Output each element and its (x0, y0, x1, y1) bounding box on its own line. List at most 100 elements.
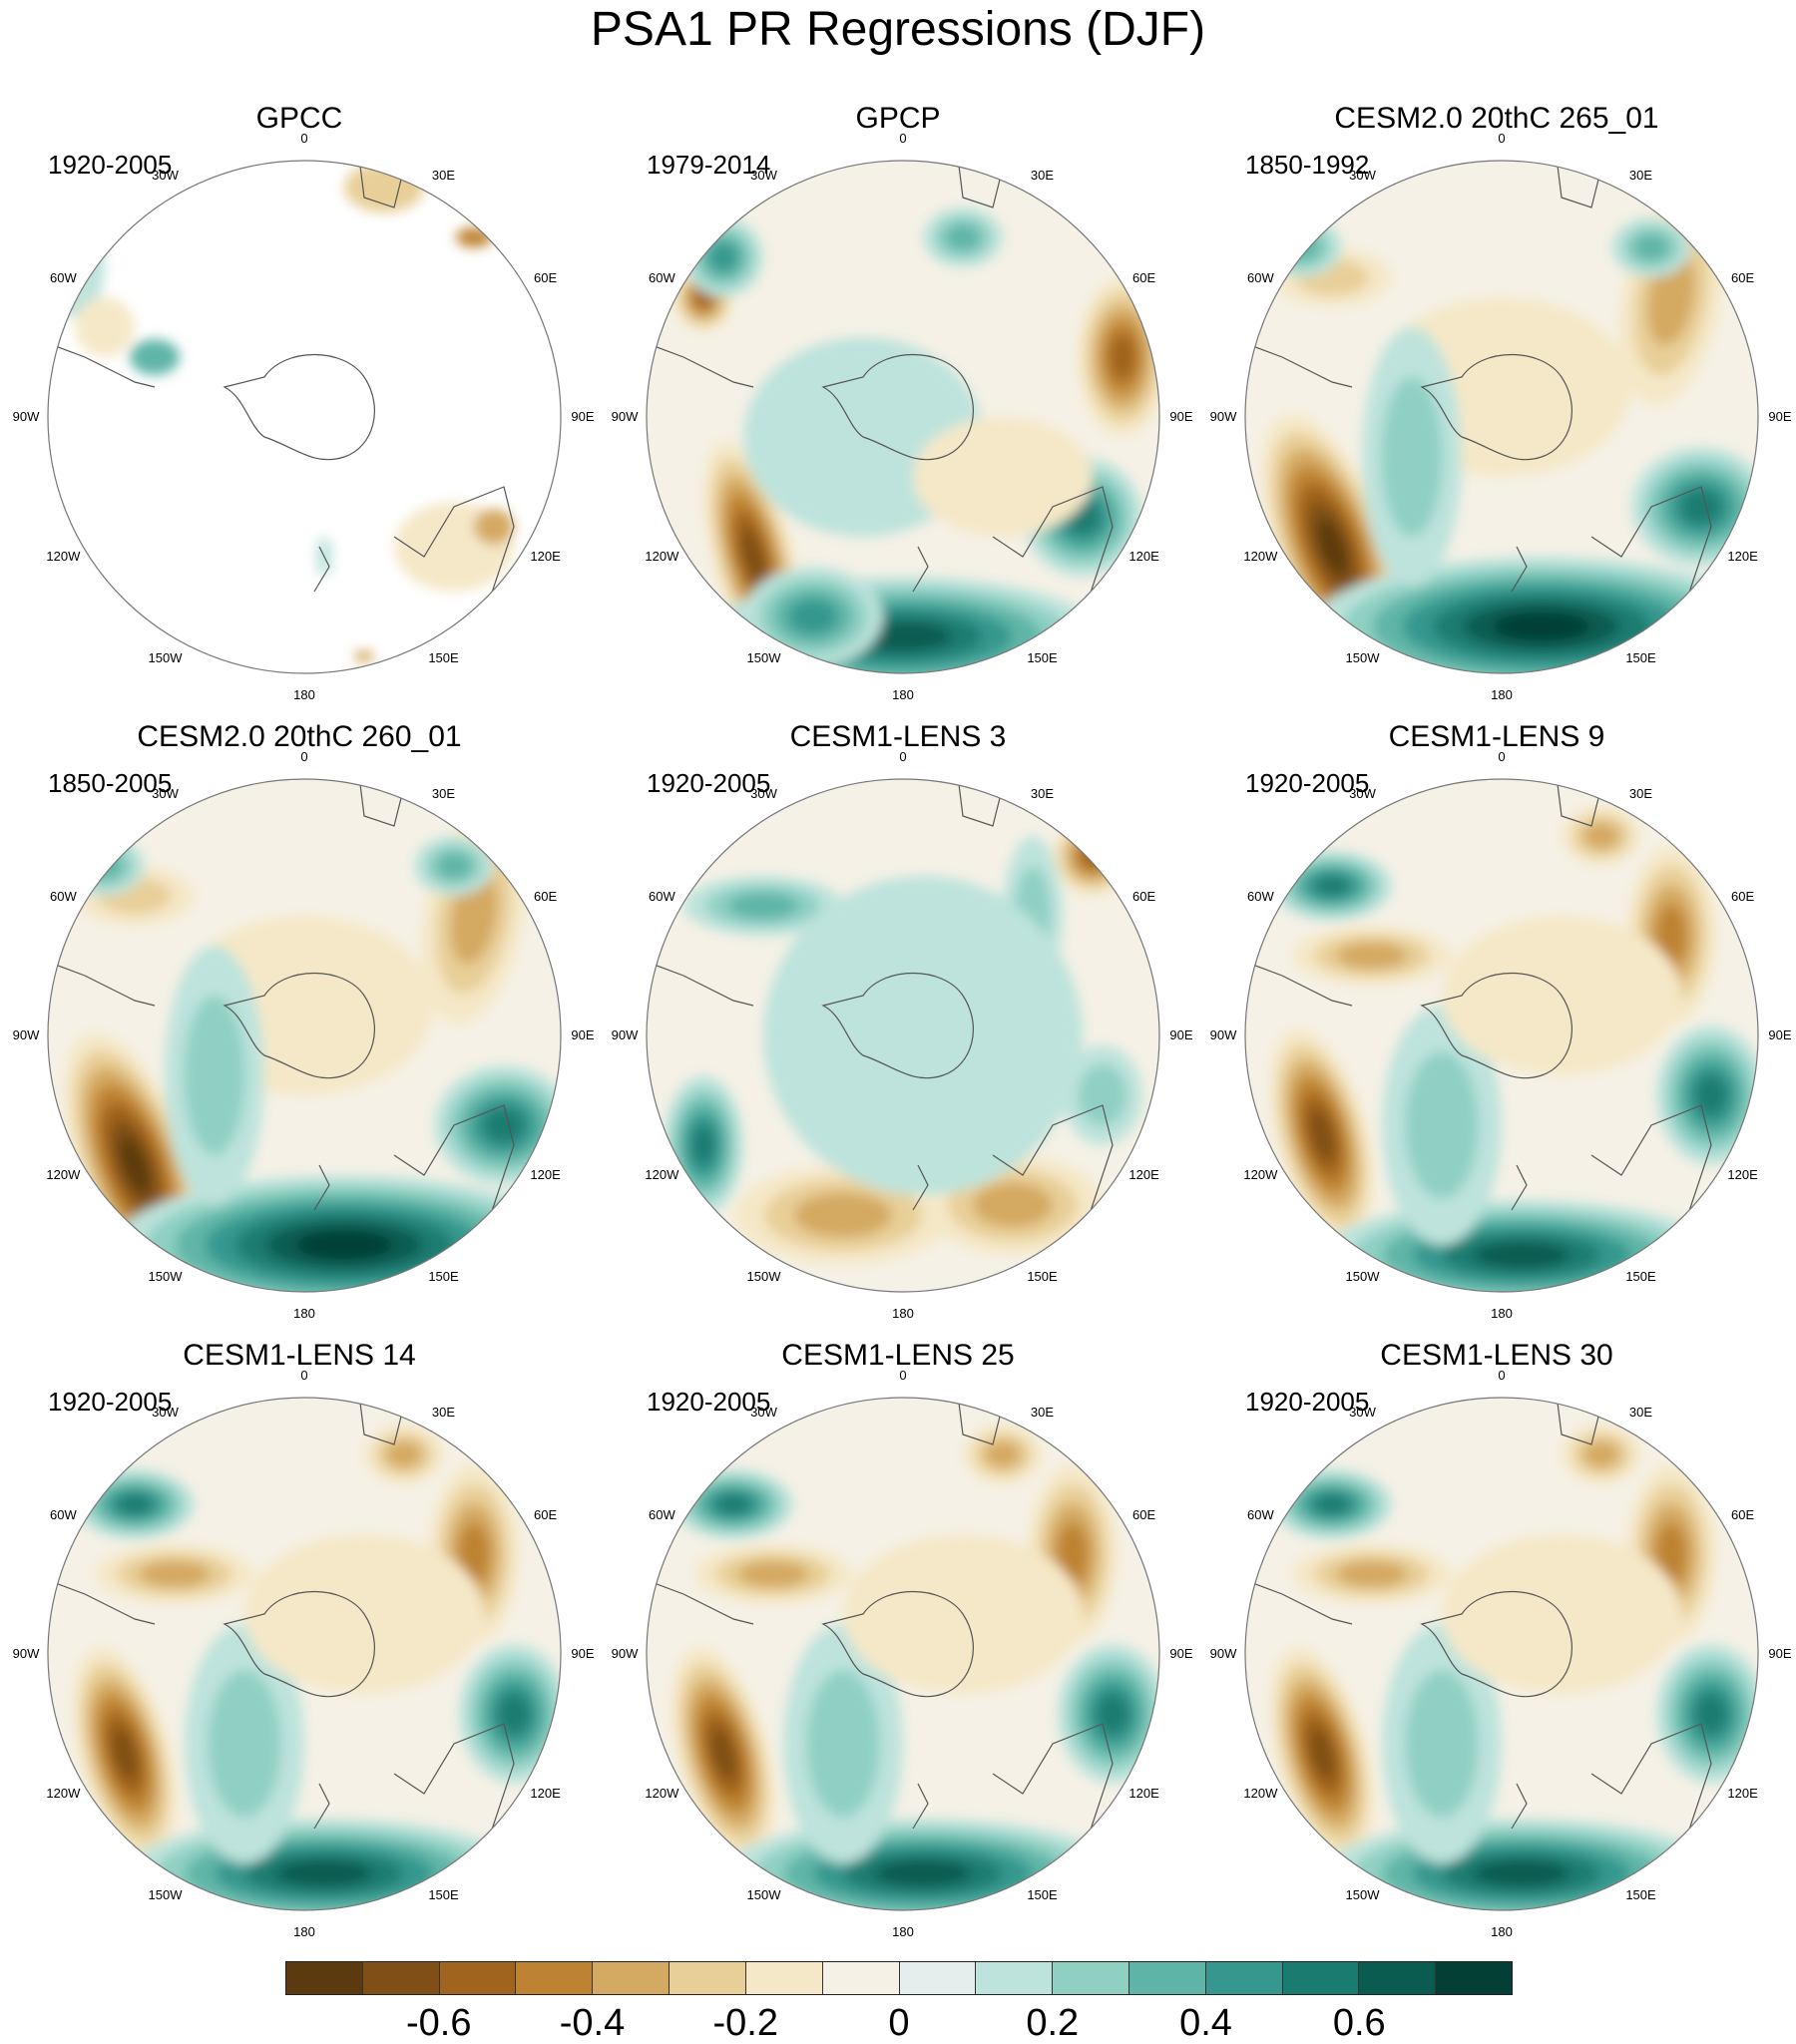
longitude-label: 60W (649, 269, 675, 285)
longitude-label: 60E (534, 888, 558, 904)
longitude-label: 150E (428, 1886, 459, 1902)
longitude-label: 150E (1027, 1268, 1058, 1284)
longitude-label: 0 (300, 749, 308, 764)
panel-period: 1920-2005 (48, 150, 173, 180)
map-panel: GPCP 1979-2014 0 30E 60E 90E 120E 150E 180 150W 12… (599, 100, 1197, 718)
polar-map (47, 160, 562, 674)
longitude-label: 150W (1345, 1886, 1380, 1902)
longitude-label: 0 (1498, 749, 1506, 764)
longitude-label: 150E (1625, 649, 1656, 665)
colorbar-segment (1282, 1962, 1360, 1994)
longitude-label: 60W (649, 888, 675, 904)
longitude-label: 60W (50, 269, 77, 285)
longitude-label: 60E (1132, 1506, 1156, 1522)
map-panel: CESM1-LENS 3 1920-2005 0 30E 60E 90E 120E 150E 1… (599, 718, 1197, 1337)
longitude-label: 150W (148, 1886, 183, 1902)
longitude-label: 150E (1027, 649, 1058, 665)
panel-period: 1979-2014 (647, 150, 771, 180)
panel-title: GPCC (255, 102, 343, 135)
colorbar-segment (976, 1962, 1054, 1994)
longitude-label: 120W (46, 1166, 81, 1182)
longitude-label: 60E (534, 269, 558, 285)
longitude-label: 120E (530, 548, 561, 564)
longitude-label: 30W (152, 168, 179, 184)
longitude-label: 120E (1128, 1785, 1159, 1801)
longitude-label: 180 (293, 1924, 315, 1939)
longitude-label: 150W (148, 1268, 183, 1284)
longitude-label: 30W (1349, 1405, 1376, 1421)
longitude-label: 60E (1731, 1506, 1755, 1522)
longitude-label: 90W (1209, 1027, 1237, 1042)
longitude-label: 150E (1625, 1886, 1656, 1902)
longitude-label: 0 (899, 749, 907, 764)
longitude-label: 150E (1027, 1886, 1058, 1902)
longitude-label: 60W (1247, 1506, 1274, 1522)
longitude-label: 0 (899, 131, 907, 146)
longitude-label: 180 (293, 687, 315, 702)
map-panel: CESM2.0 20thC 260_01 1850-2005 0 30E 60E 90E 1… (0, 718, 599, 1337)
longitude-label: 90W (611, 1027, 639, 1042)
longitude-label: 90W (12, 1027, 40, 1042)
panel-period: 1850-1992 (1245, 150, 1370, 180)
polar-map (1244, 1397, 1759, 1911)
polar-map (47, 778, 562, 1293)
colorbar-tick-label: 0.2 (1026, 2002, 1080, 2044)
longitude-label: 30E (1628, 168, 1653, 184)
longitude-label: 90E (1169, 1646, 1193, 1661)
longitude-label: 120W (645, 1166, 679, 1182)
longitude-label: 60E (1132, 888, 1156, 904)
panel-title: CESM2.0 20thC 260_01 (137, 720, 462, 753)
longitude-label: 90E (1768, 1027, 1792, 1042)
colorbar-segment (1359, 1962, 1437, 1994)
longitude-label: 120W (46, 1785, 81, 1801)
longitude-label: 0 (1498, 131, 1506, 146)
longitude-label: 0 (1498, 1368, 1506, 1383)
map-panel: CESM1-LENS 9 1920-2005 0 30E 60E 90E 120E 150E 1… (1197, 718, 1796, 1337)
longitude-label: 150W (1345, 1268, 1380, 1284)
longitude-label: 30E (1030, 168, 1055, 184)
colorbar-segment (439, 1962, 517, 1994)
longitude-label: 180 (1491, 1306, 1513, 1321)
colorbar-tick-label: -0.4 (559, 2002, 626, 2044)
longitude-label: 120E (1128, 1166, 1159, 1182)
longitude-label: 30E (431, 168, 456, 184)
longitude-label: 60E (1731, 888, 1755, 904)
polar-map (646, 1397, 1160, 1911)
colorbar-segment (1436, 1962, 1512, 1994)
colorbar (285, 1961, 1513, 1995)
longitude-label: 90E (1768, 1646, 1792, 1661)
longitude-label: 60W (1247, 269, 1274, 285)
longitude-label: 0 (300, 1368, 308, 1383)
panel-title: CESM1-LENS 25 (781, 1339, 1015, 1372)
longitude-label: 150W (148, 649, 183, 665)
longitude-label: 30W (750, 786, 777, 802)
longitude-label: 150W (746, 1886, 781, 1902)
longitude-label: 30W (152, 1405, 179, 1421)
longitude-label: 60E (1132, 269, 1156, 285)
polar-map (1244, 160, 1759, 674)
map-panel: CESM1-LENS 25 1920-2005 0 30E 60E 90E 120E 150E… (599, 1337, 1197, 1955)
longitude-label: 0 (899, 1368, 907, 1383)
longitude-label: 180 (1491, 687, 1513, 702)
panel-period: 1920-2005 (1245, 1387, 1370, 1417)
longitude-label: 150W (746, 649, 781, 665)
longitude-label: 150W (1345, 649, 1380, 665)
panel-period: 1920-2005 (647, 1387, 771, 1417)
longitude-label: 120W (1243, 1166, 1278, 1182)
longitude-label: 120E (530, 1785, 561, 1801)
longitude-label: 60W (50, 1506, 77, 1522)
longitude-label: 120W (1243, 1785, 1278, 1801)
longitude-label: 0 (300, 131, 308, 146)
colorbar-segment (362, 1962, 440, 1994)
longitude-label: 120W (645, 1785, 679, 1801)
panel-period: 1920-2005 (48, 1387, 173, 1417)
map-panel: CESM2.0 20thC 265_01 1850-1992 0 30E 60E 90E 1… (1197, 100, 1796, 718)
map-panel: CESM1-LENS 14 1920-2005 0 30E 60E 90E 120E 150E… (0, 1337, 599, 1955)
polar-map (47, 1397, 562, 1911)
panel-title: CESM2.0 20thC 265_01 (1334, 102, 1659, 135)
colorbar-segment (899, 1962, 977, 1994)
polar-map (646, 160, 1160, 674)
longitude-label: 90E (1169, 409, 1193, 424)
longitude-label: 90E (571, 1646, 595, 1661)
colorbar-segment (516, 1962, 594, 1994)
